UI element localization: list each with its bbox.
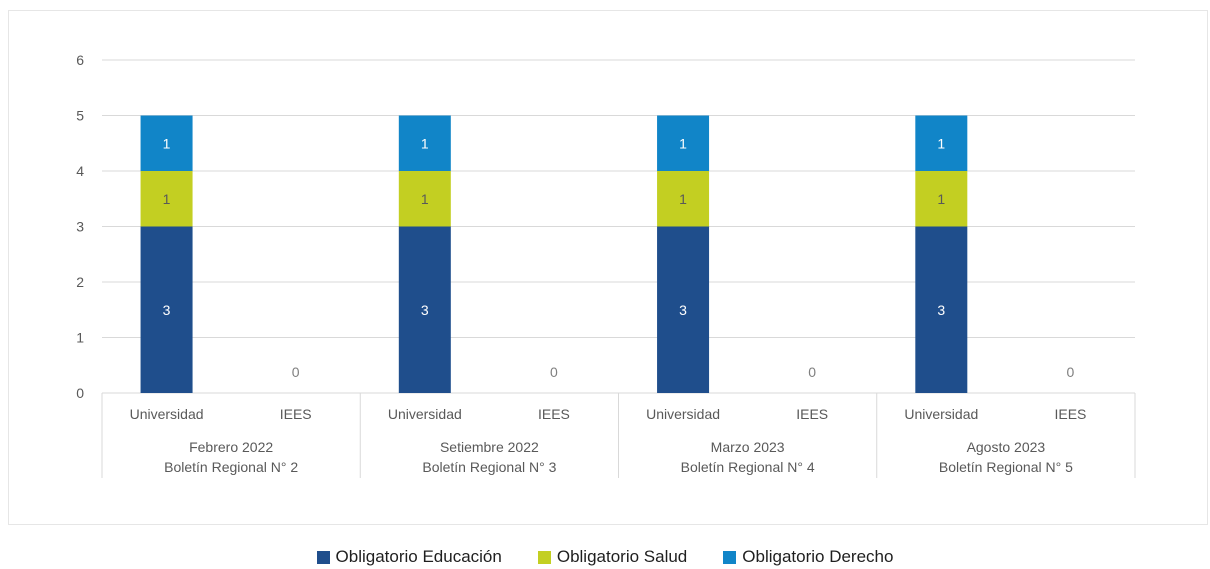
data-label: 1 <box>163 191 171 207</box>
group-label: Febrero 2022 <box>189 439 273 455</box>
bar-segment <box>915 171 968 227</box>
subcategory-label: IEES <box>280 406 312 422</box>
data-label: 3 <box>163 302 171 318</box>
y-tick-label: 1 <box>76 330 84 346</box>
bar-segment <box>140 226 193 393</box>
chart-frame <box>8 10 1208 525</box>
legend-label: Obligatorio Derecho <box>742 547 894 566</box>
legend-item: Obligatorio Salud <box>537 547 688 567</box>
group-label: Setiembre 2022 <box>440 439 539 455</box>
data-label: 3 <box>937 302 945 318</box>
subcategory-label: Universidad <box>388 406 462 422</box>
legend-swatch <box>316 550 330 564</box>
data-label: 3 <box>679 302 687 318</box>
data-label: 1 <box>163 135 171 151</box>
bar-segment <box>657 115 710 171</box>
legend-item: Obligatorio Derecho <box>723 547 893 567</box>
subcategory-label: Universidad <box>130 406 204 422</box>
legend-swatch <box>537 550 551 564</box>
subcategory-label: Universidad <box>904 406 978 422</box>
subcategory-label: IEES <box>796 406 828 422</box>
bar-segment <box>657 226 710 393</box>
chart-legend: Obligatorio Educación Obligatorio Salud Ob… <box>0 546 1210 568</box>
bar-segment <box>140 115 193 171</box>
y-tick-label: 5 <box>76 108 84 124</box>
y-tick-label: 6 <box>76 52 84 68</box>
data-label: 0 <box>292 364 300 380</box>
data-label: 0 <box>808 364 816 380</box>
data-label: 1 <box>421 191 429 207</box>
data-label: 1 <box>937 135 945 151</box>
y-tick-label: 0 <box>76 385 84 401</box>
group-label: Agosto 2023 <box>967 439 1046 455</box>
chart-svg: 0 1 2 3 4 5 6 3 1 1 Universidad 0 IEES Febrero 2022 Bo… <box>76 52 1136 478</box>
subcategory-label: Universidad <box>646 406 720 422</box>
data-label: 0 <box>550 364 558 380</box>
bar-segment <box>398 115 451 171</box>
y-tick-label: 2 <box>76 274 84 290</box>
bar-segment <box>398 171 451 227</box>
data-label: 1 <box>679 191 687 207</box>
bar-segment <box>140 171 193 227</box>
legend-label: Obligatorio Salud <box>556 547 688 566</box>
data-label: 1 <box>421 135 429 151</box>
data-label: 1 <box>937 191 945 207</box>
data-label: 0 <box>1067 364 1075 380</box>
group-label: Boletín Regional N° 5 <box>939 459 1073 475</box>
bar-segment <box>915 115 968 171</box>
y-tick-label: 4 <box>76 163 84 179</box>
bar-segment <box>915 226 968 393</box>
y-tick-label: 3 <box>76 219 84 235</box>
legend-label: Obligatorio Educación <box>335 547 502 566</box>
bar-segment <box>398 226 451 393</box>
subcategory-label: IEES <box>1054 406 1086 422</box>
group-label: Boletín Regional N° 3 <box>422 459 556 475</box>
data-label: 3 <box>421 302 429 318</box>
bar-segment <box>657 171 710 227</box>
subcategory-label: IEES <box>538 406 570 422</box>
data-label: 1 <box>679 135 687 151</box>
group-label: Boletín Regional N° 4 <box>681 459 815 475</box>
group-label: Marzo 2023 <box>711 439 785 455</box>
legend-item: Obligatorio Educación <box>316 547 502 567</box>
group-label: Boletín Regional N° 2 <box>164 459 298 475</box>
legend-swatch <box>723 550 737 564</box>
